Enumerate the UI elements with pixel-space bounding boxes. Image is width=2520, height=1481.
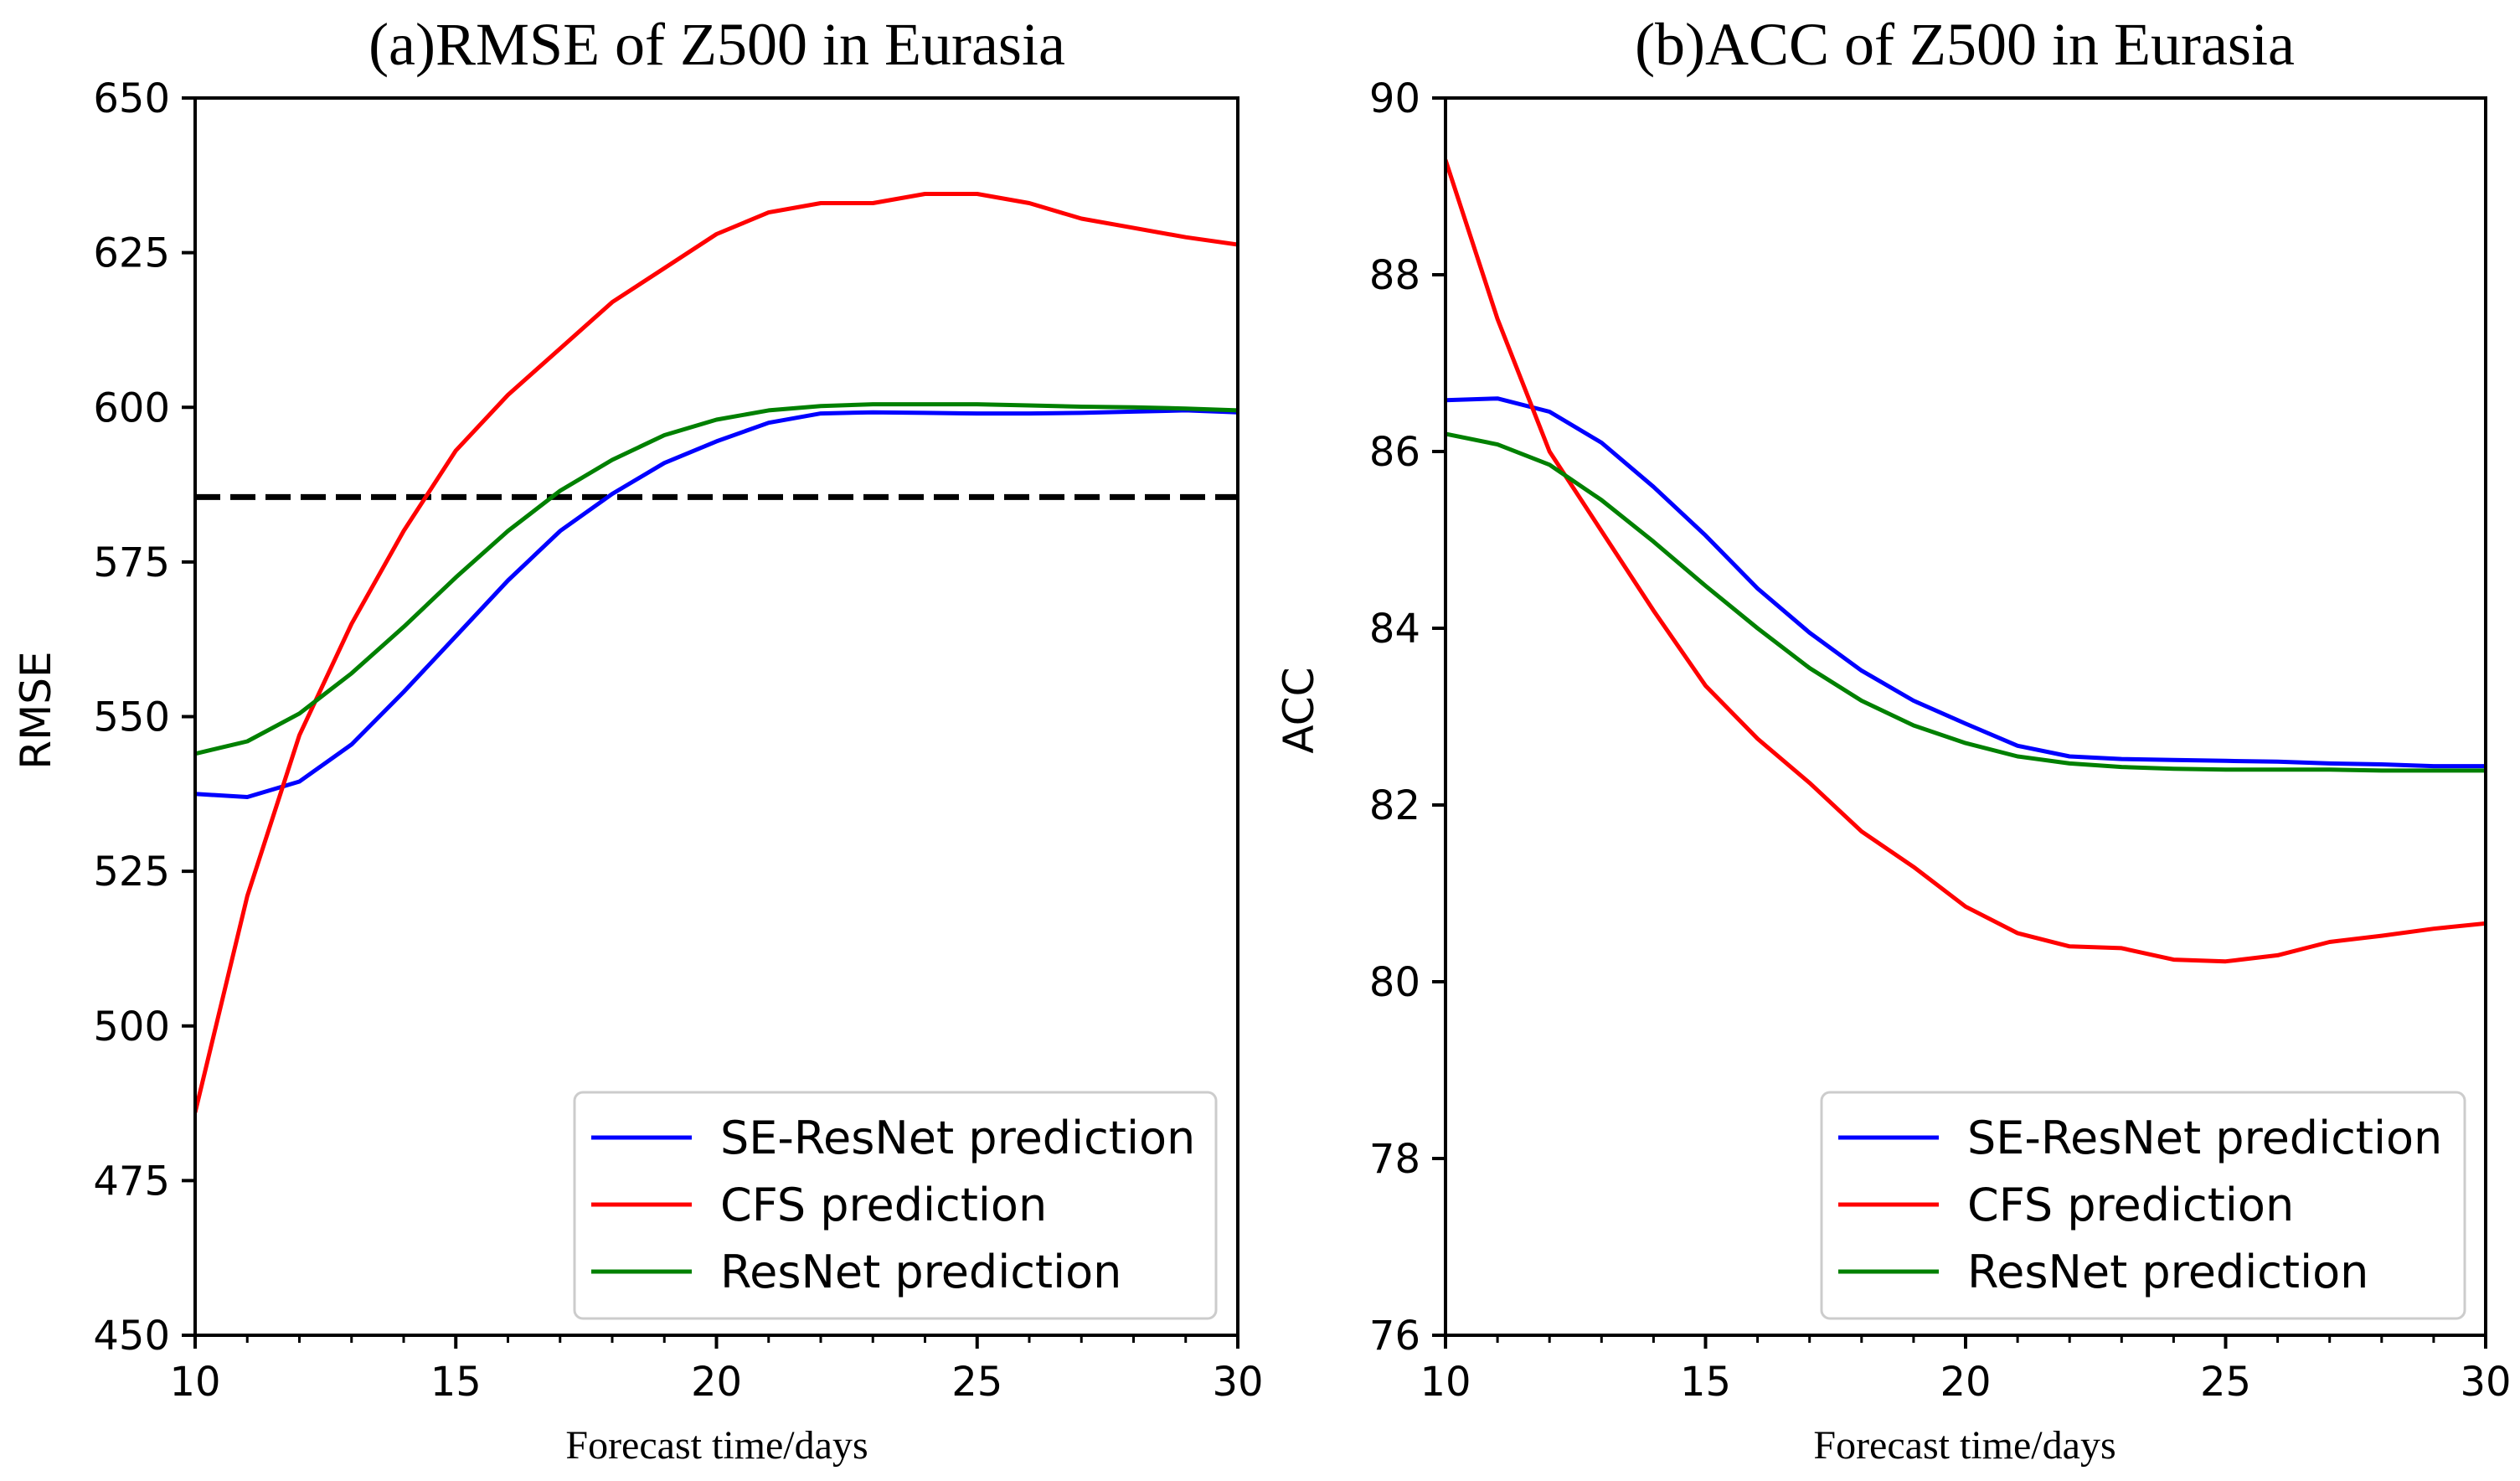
acc-x-tick-label: 15: [1680, 1359, 1731, 1406]
acc-y-tick-label: 76: [1369, 1313, 1420, 1360]
rmse-x-tick-label: 20: [691, 1359, 742, 1406]
rmse-legend-label: CFS prediction: [720, 1179, 1047, 1231]
acc-legend-label: ResNet prediction: [1967, 1246, 2368, 1298]
acc-line-cfs-prediction: [1446, 159, 2486, 964]
rmse-line-cfs-prediction: [195, 192, 1238, 1113]
rmse-y-axis-label: RMSE: [12, 651, 60, 769]
acc-legend: SE-ResNet prediction CFS prediction ResNet…: [1820, 1091, 2466, 1320]
rmse-line-se-resnet-prediction: [195, 408, 1238, 799]
rmse-series-group: [195, 192, 1238, 1113]
acc-y-tick-label: 78: [1369, 1136, 1420, 1183]
acc-x-axis-label: Forecast time/days: [1813, 1423, 2115, 1468]
acc-y-tick-label: 88: [1369, 252, 1420, 299]
rmse-legend-box: [573, 1091, 1218, 1320]
rmse-y-tick-label: 475: [93, 1158, 170, 1205]
acc-x-tick-label: 10: [1420, 1359, 1471, 1406]
rmse-legend-label: ResNet prediction: [720, 1246, 1121, 1298]
rmse-x-axis-label: Forecast time/days: [565, 1423, 868, 1468]
acc-chart-title: (b)ACC of Z500 in Eurasia: [1635, 11, 2295, 78]
acc-legend-label: CFS prediction: [1967, 1179, 2294, 1231]
acc-line-resnet-prediction: [1446, 431, 2486, 773]
acc-y-tick-label: 82: [1369, 782, 1420, 829]
acc-line-se-resnet-prediction: [1446, 396, 2486, 769]
rmse-chart: (a)RMSE of Z500 in Eurasia 10 15 20 25 30 450…: [12, 11, 1264, 1468]
rmse-y-tick-label: 550: [93, 694, 170, 741]
acc-chart: (b)ACC of Z500 in Eurasia 10 15 20 25 30 76 78…: [1275, 11, 2512, 1468]
acc-y-tick-label: 90: [1369, 75, 1420, 122]
rmse-legend-label: SE-ResNet prediction: [720, 1112, 1195, 1164]
acc-y-tick-label: 86: [1369, 429, 1420, 476]
rmse-y-tick-label: 525: [93, 849, 170, 895]
rmse-y-tick-label: 625: [93, 230, 170, 277]
rmse-y-tick-label: 500: [93, 1004, 170, 1050]
acc-y-tick-label: 80: [1369, 959, 1420, 1006]
acc-x-tick-label: 25: [2200, 1359, 2251, 1406]
rmse-y-tick-label: 600: [93, 384, 170, 431]
acc-plot-area: 10 15 20 25 30 76 78 80 82 84 86 88 90: [1369, 75, 2512, 1406]
rmse-plot-area: 10 15 20 25 30 450 475 500 525 550 575 600 625 650: [93, 75, 1263, 1406]
rmse-x-tick-label: 10: [169, 1359, 220, 1406]
acc-legend-label: SE-ResNet prediction: [1967, 1112, 2442, 1164]
rmse-x-tick-label: 30: [1212, 1359, 1263, 1406]
acc-y-axis-label: ACC: [1275, 667, 1323, 753]
acc-x-tick-label: 20: [1940, 1359, 1991, 1406]
acc-x-tick-label: 30: [2460, 1359, 2511, 1406]
acc-series-group: [1446, 159, 2486, 964]
rmse-y-tick-label: 575: [93, 539, 170, 586]
rmse-line-resnet-prediction: [195, 402, 1238, 756]
rmse-x-tick-label: 15: [430, 1359, 482, 1406]
rmse-chart-title: (a)RMSE of Z500 in Eurasia: [368, 11, 1065, 78]
rmse-y-tick-label: 450: [93, 1313, 170, 1360]
acc-y-tick-label: 84: [1369, 606, 1420, 653]
rmse-y-tick-label: 650: [93, 75, 170, 122]
rmse-legend: SE-ResNet prediction CFS prediction ResNet…: [573, 1091, 1218, 1320]
rmse-x-tick-label: 25: [951, 1359, 1002, 1406]
acc-legend-box: [1820, 1091, 2466, 1320]
